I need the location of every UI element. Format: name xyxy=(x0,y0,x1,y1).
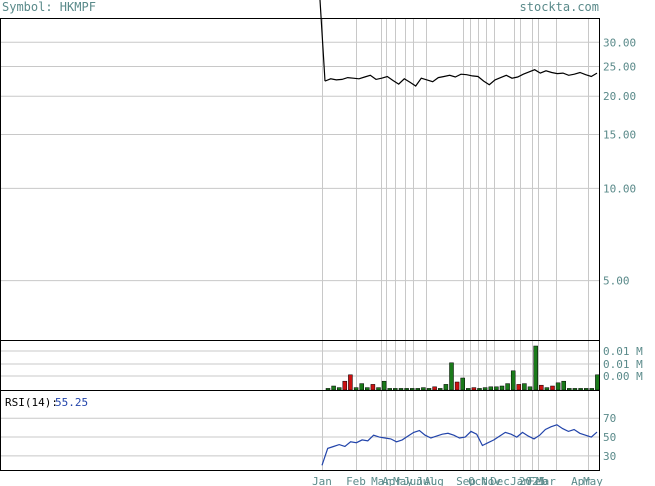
x-axis-label: Feb xyxy=(346,475,366,486)
volume-bar xyxy=(421,387,426,391)
x-axis-label: Jun xyxy=(403,475,423,486)
panel-frame xyxy=(0,390,600,471)
volume-bar xyxy=(370,384,376,391)
x-axis-label: Apr xyxy=(382,475,402,486)
volume-bar xyxy=(460,377,465,391)
price-line xyxy=(319,0,598,87)
volume-bar xyxy=(499,385,505,391)
rsi-tick-label: 30 xyxy=(603,450,616,463)
volume-bar xyxy=(567,388,572,391)
volume-panel: 0.01 M0.01 M0.00 M xyxy=(0,340,643,391)
volume-bar xyxy=(477,388,482,391)
price-tick-label: 25.00 xyxy=(603,61,636,74)
volume-bar xyxy=(533,345,538,391)
volume-bar xyxy=(404,388,409,391)
volume-bar xyxy=(437,388,443,391)
volume-bar xyxy=(381,380,387,391)
volume-bar xyxy=(583,388,589,391)
volume-bar xyxy=(348,374,353,391)
volume-bar xyxy=(494,386,499,391)
x-axis-label: Dec xyxy=(490,475,510,486)
volume-bar xyxy=(376,387,381,391)
volume-bar xyxy=(353,387,359,391)
x-axis-label: Jan xyxy=(312,475,332,486)
x-axis-label: Mar xyxy=(371,475,391,486)
volume-bar xyxy=(561,380,566,391)
volume-bar xyxy=(527,386,533,391)
rsi-line xyxy=(321,424,598,466)
volume-bar xyxy=(595,374,600,391)
volume-tick-label: 0.00 M xyxy=(603,370,643,383)
volume-bar xyxy=(522,383,527,391)
volume-bar xyxy=(331,385,336,391)
x-axis-label: Apr xyxy=(571,475,591,486)
price-tick-label: 20.00 xyxy=(603,90,636,103)
volume-bar xyxy=(443,384,449,391)
volume-bar xyxy=(359,383,364,391)
price-tick-label: 15.00 xyxy=(603,128,636,141)
volume-bar xyxy=(466,388,471,391)
x-axis-label: May xyxy=(583,475,603,486)
volume-bar xyxy=(409,388,415,391)
volume-bar xyxy=(342,380,348,391)
volume-bar xyxy=(426,388,432,391)
volume-bar xyxy=(516,384,522,391)
rsi-panel: 70 50 30 RSI(14):55.25 xyxy=(0,390,616,471)
x-axis-label: Oct xyxy=(468,475,488,486)
panel-frame xyxy=(0,340,600,391)
volume-bar xyxy=(539,384,544,391)
volume-bar xyxy=(449,362,454,391)
volume-bar xyxy=(365,387,370,391)
rsi-tick-label: 50 xyxy=(603,431,616,444)
volume-bar xyxy=(432,386,437,391)
x-axis-label: Jul xyxy=(416,475,436,486)
volume-bar xyxy=(454,381,460,391)
price-tick-label: 30.00 xyxy=(603,36,636,49)
volume-tick-label: 0.01 M xyxy=(603,358,643,371)
volume-bar xyxy=(572,388,578,391)
x-axis-label: 2025 xyxy=(519,475,546,486)
volume-bar xyxy=(398,388,404,391)
rsi-label: RSI(14): xyxy=(5,396,58,409)
x-axis-label: Aug xyxy=(424,475,444,486)
x-axis-label: Jan xyxy=(510,475,530,486)
rsi-tick-label: 70 xyxy=(603,412,616,425)
rsi-current-value: 55.25 xyxy=(55,396,88,409)
price-panel: 30.00 25.00 20.00 15.00 10.00 5.00 xyxy=(0,0,636,341)
volume-tick-label: 0.01 M xyxy=(603,345,643,358)
site-label: stockta.com xyxy=(520,0,599,14)
volume-bar xyxy=(589,388,595,391)
volume-bar xyxy=(393,388,398,391)
x-axis-label: Mar xyxy=(536,475,556,486)
volume-bar xyxy=(544,387,550,391)
volume-bar xyxy=(471,387,477,391)
volume-bar xyxy=(488,386,494,391)
volume-bar xyxy=(555,382,561,391)
volume-bar xyxy=(482,387,488,391)
volume-bar xyxy=(387,388,392,391)
volume-bar xyxy=(325,388,331,391)
x-axis-label: Nov xyxy=(481,475,501,486)
volume-bar xyxy=(336,387,342,391)
price-tick-label: 10.00 xyxy=(603,182,636,195)
symbol-label: Symbol: HKMPF xyxy=(2,0,96,14)
x-axis-label: Sep xyxy=(456,475,476,486)
x-axis-label: Feb xyxy=(528,475,548,486)
volume-bar xyxy=(550,385,555,391)
price-tick-label: 5.00 xyxy=(603,275,630,288)
volume-bar xyxy=(510,370,516,391)
x-axis-label: May xyxy=(393,475,413,486)
volume-bar xyxy=(578,388,583,391)
volume-bar xyxy=(505,383,510,391)
volume-bar xyxy=(415,388,421,391)
